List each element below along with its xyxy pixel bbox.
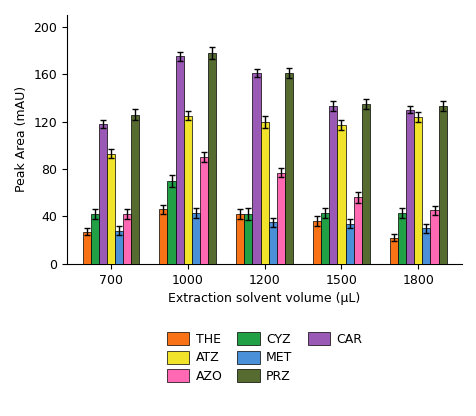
Bar [183,116,191,264]
Bar [199,157,208,264]
Bar [389,238,397,264]
Bar [82,232,90,264]
Bar [131,114,139,264]
Bar [260,121,268,264]
Bar [328,106,337,264]
Bar [268,222,276,264]
Bar [107,154,115,264]
Bar [345,223,353,264]
Bar [236,214,244,264]
Bar [313,221,321,264]
Legend: THE, ATZ, AZO, CYZ, MET, PRZ, CAR, , : THE, ATZ, AZO, CYZ, MET, PRZ, CAR, , [167,332,362,383]
Bar [397,213,406,264]
Bar [191,213,199,264]
Bar [175,57,183,264]
Bar [276,173,284,264]
Y-axis label: Peak Area (mAU): Peak Area (mAU) [15,87,28,193]
Bar [252,73,260,264]
Bar [353,198,361,264]
X-axis label: Extraction solvent volume (μL): Extraction solvent volume (μL) [168,292,360,305]
Bar [99,124,107,264]
Bar [244,214,252,264]
Bar [90,214,99,264]
Bar [167,181,175,264]
Bar [159,209,167,264]
Bar [361,104,369,264]
Bar [437,106,446,264]
Bar [414,117,422,264]
Bar [321,213,328,264]
Bar [115,230,123,264]
Bar [208,53,216,264]
Bar [284,73,292,264]
Bar [422,228,429,264]
Bar [337,125,345,264]
Bar [406,110,414,264]
Bar [429,210,437,264]
Bar [123,214,131,264]
